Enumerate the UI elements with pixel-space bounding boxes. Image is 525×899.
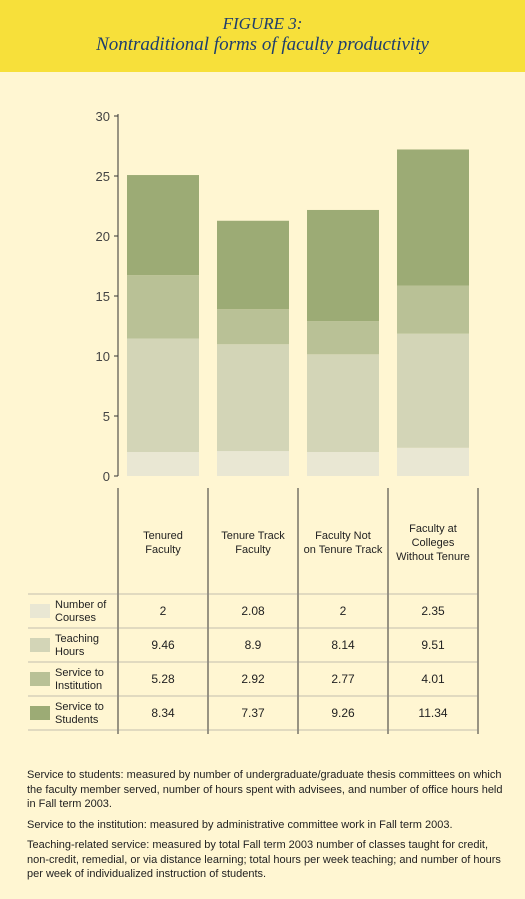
table-value: 2.92 (241, 672, 265, 686)
table-value: 9.51 (421, 638, 445, 652)
table-value: 8.9 (245, 638, 262, 652)
bar-segment (397, 149, 469, 286)
y-tick-label: 5 (103, 409, 110, 424)
bar-segment (127, 275, 199, 339)
bar-segment (127, 338, 199, 452)
category-label: Faculty at (409, 523, 457, 535)
bar-segment (397, 447, 469, 476)
category-label: Faculty (145, 544, 181, 556)
legend-swatch (30, 706, 50, 720)
figure-title: Nontraditional forms of faculty producti… (96, 34, 429, 55)
legend-label: Service to (55, 667, 104, 679)
legend-label: Institution (55, 680, 102, 692)
bar-segment (127, 452, 199, 476)
legend-label: Service to (55, 701, 104, 713)
category-label: Colleges (412, 537, 455, 549)
table-value: 9.46 (151, 638, 175, 652)
legend-label: Courses (55, 612, 96, 624)
chart-notes: Service to students: measured by number … (27, 768, 512, 888)
figure-header: FIGURE 3: Nontraditional forms of facult… (0, 0, 525, 72)
note-service-to-students: Service to students: measured by number … (27, 769, 503, 810)
legend-label: Students (55, 714, 99, 726)
stacked-bar-chart: 0 5 10 15 20 25 30 Tenured Faculty Tenure Track Fa… (28, 109, 479, 734)
bar-segment (217, 309, 289, 345)
figure-label: FIGURE 3: (222, 14, 303, 33)
legend-swatch (30, 638, 50, 652)
table-value: 5.28 (151, 672, 175, 686)
legend-label: Hours (55, 646, 85, 658)
table-value: 9.26 (331, 706, 355, 720)
category-label: Without Tenure (396, 551, 470, 563)
table-value: 4.01 (421, 672, 445, 686)
y-tick-label: 30 (96, 109, 110, 124)
table-value: 2 (160, 604, 167, 618)
bar-segment (307, 354, 379, 452)
bar-segment (307, 321, 379, 355)
table-value: 2.77 (331, 672, 355, 686)
table-value: 2.35 (421, 604, 445, 618)
table-value: 8.34 (151, 706, 175, 720)
bar-segment (307, 452, 379, 476)
bar-segment (217, 344, 289, 452)
category-label: Tenure Track (221, 530, 285, 542)
table-value: 2.08 (241, 604, 265, 618)
y-tick-label: 15 (96, 289, 110, 304)
category-label: Faculty Not (315, 530, 371, 542)
y-tick-label: 25 (96, 169, 110, 184)
legend-swatch (30, 604, 50, 618)
bar-segment (397, 285, 469, 334)
bar-segment (397, 333, 469, 448)
legend-label: Teaching (55, 633, 99, 645)
y-tick-label: 20 (96, 229, 110, 244)
y-tick-label: 0 (103, 469, 110, 484)
note-service-to-institution: Service to the institution: measured by … (27, 818, 453, 831)
table-value: 11.34 (418, 706, 447, 720)
table-value: 8.14 (331, 638, 355, 652)
category-label: Tenured (143, 530, 183, 542)
y-tick-label: 10 (96, 349, 110, 364)
category-label: Faculty (235, 544, 271, 556)
category-label: on Tenure Track (304, 544, 383, 556)
legend-label: Number of (55, 599, 107, 611)
table-value: 2 (340, 604, 347, 618)
legend-swatch (30, 672, 50, 686)
bar-segment (217, 451, 289, 476)
table-value: 7.37 (241, 706, 265, 720)
bar-segment (217, 220, 289, 310)
note-teaching-related-service: Teaching-related service: measured by to… (27, 839, 501, 880)
bar-segment (127, 175, 199, 276)
bar-segment (307, 209, 379, 322)
